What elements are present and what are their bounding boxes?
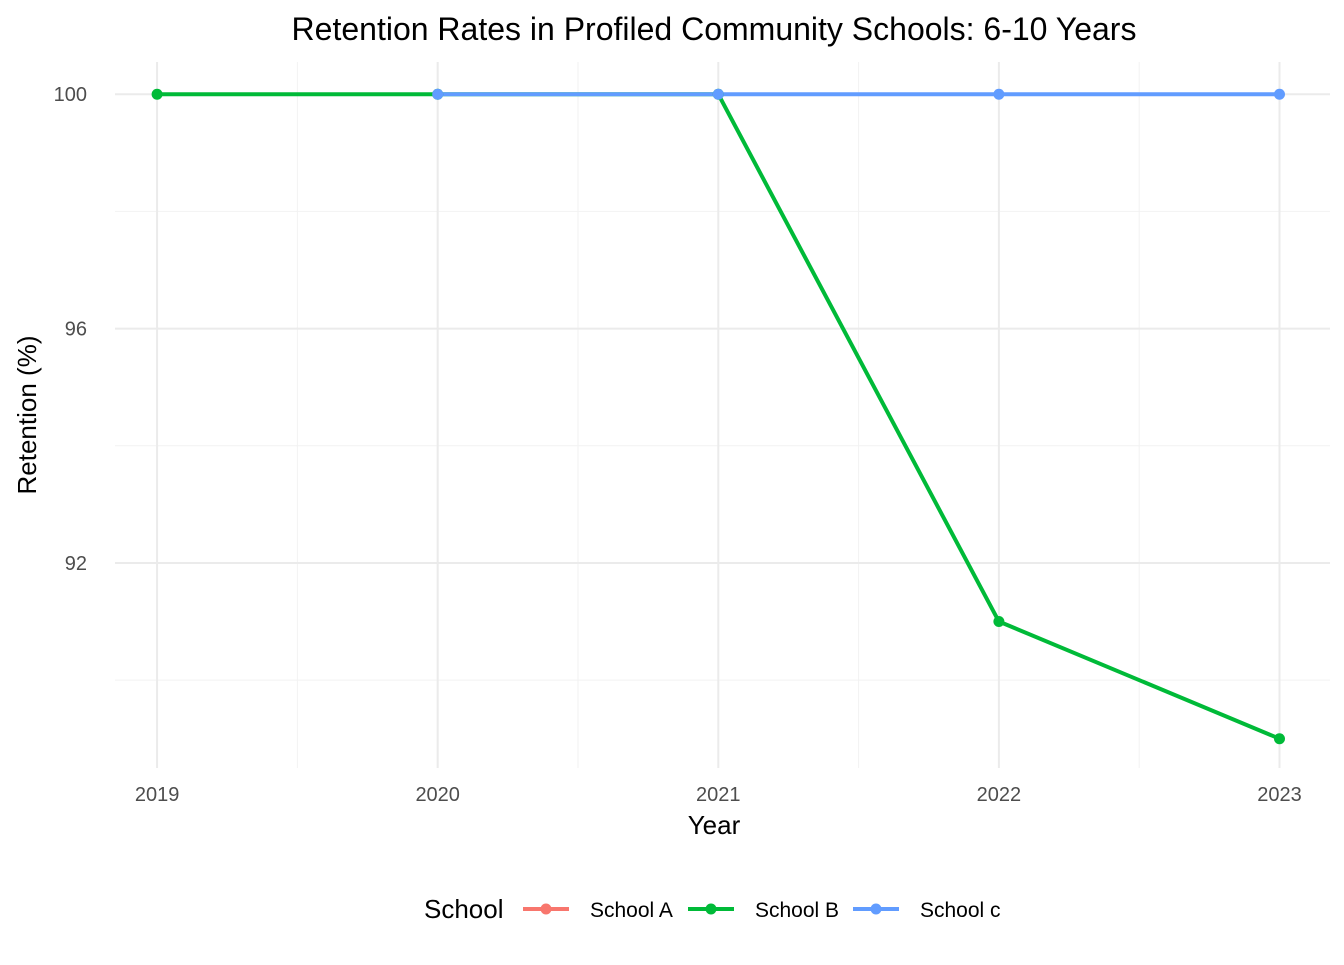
legend-item-school-c: School c <box>853 899 1001 922</box>
series-points <box>151 88 1285 745</box>
x-axis-title: Year <box>688 810 741 840</box>
y-axis-title: Retention (%) <box>12 336 42 495</box>
legend-label: School A <box>590 899 673 922</box>
legend-label: School B <box>755 899 839 922</box>
legend-item-school-b: School B <box>688 899 839 922</box>
x-tick-label: 2021 <box>696 784 741 806</box>
legend: School School A School B School c <box>424 894 1001 924</box>
legend-title: School <box>424 894 504 924</box>
data-point-school-b <box>151 88 163 100</box>
data-point-school-b <box>1273 733 1285 745</box>
legend-key-point <box>870 903 882 915</box>
legend-key-point <box>540 903 552 915</box>
y-tick-label: 92 <box>65 553 87 575</box>
x-axis-ticks: 2019 2020 2021 2022 2023 <box>135 784 1302 806</box>
x-tick-label: 2019 <box>135 784 180 806</box>
data-point-school-c <box>712 88 724 100</box>
legend-key-point <box>705 903 717 915</box>
y-axis-ticks: 92 96 100 <box>54 84 87 575</box>
y-tick-label: 100 <box>54 84 87 106</box>
x-tick-label: 2022 <box>977 784 1022 806</box>
data-point-school-c <box>432 88 444 100</box>
x-tick-label: 2023 <box>1257 784 1302 806</box>
x-tick-label: 2020 <box>415 784 460 806</box>
data-point-school-b <box>993 616 1005 628</box>
chart-title: Retention Rates in Profiled Community Sc… <box>292 11 1137 47</box>
y-tick-label: 96 <box>65 319 87 341</box>
data-point-school-c <box>993 88 1005 100</box>
legend-item-school-a: School A <box>523 899 673 922</box>
legend-label: School c <box>920 899 1001 922</box>
grid-lines <box>115 62 1330 768</box>
data-point-school-c <box>1273 88 1285 100</box>
